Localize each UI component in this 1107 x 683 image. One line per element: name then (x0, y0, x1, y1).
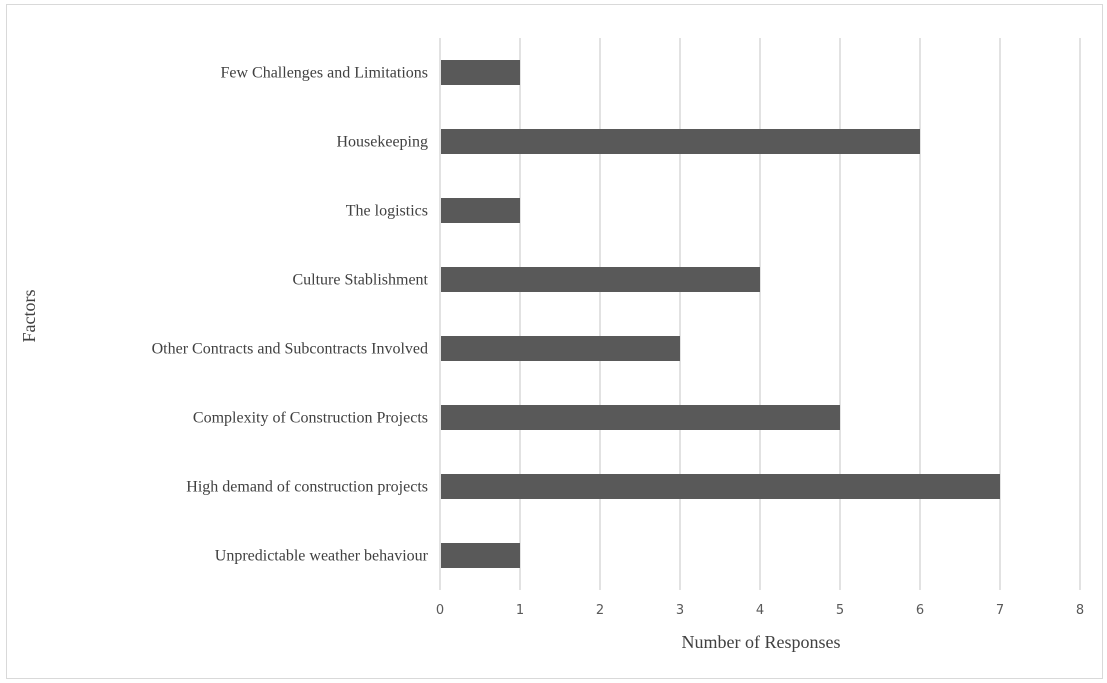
bar (441, 60, 520, 85)
bar (441, 129, 920, 154)
bar (441, 543, 520, 568)
bar (441, 198, 520, 223)
x-tick-labels: 0 1 2 3 4 5 6 7 8 (436, 603, 1084, 618)
bar (441, 474, 1000, 499)
y-axis-title: Factors (19, 290, 39, 343)
category-label: Complexity of Construction Projects (193, 410, 428, 427)
bar (441, 267, 760, 292)
x-tick-label: 1 (516, 603, 524, 618)
category-label: Unpredictable weather behaviour (215, 548, 429, 565)
x-tick-label: 6 (916, 603, 924, 618)
x-tick-label: 3 (676, 603, 684, 618)
category-label: Culture Stablishment (292, 272, 428, 289)
category-label: Other Contracts and Subcontracts Involve… (152, 341, 428, 358)
gridlines (439, 38, 1081, 590)
x-tick-label: 2 (596, 603, 604, 618)
category-label: High demand of construction projects (186, 479, 428, 496)
bars (441, 60, 1000, 568)
x-tick-label: 7 (996, 603, 1004, 618)
x-tick-label: 8 (1076, 603, 1084, 618)
bar (441, 336, 680, 361)
category-label: Housekeeping (336, 134, 428, 151)
category-label: Few Challenges and Limitations (220, 65, 428, 82)
x-tick-label: 4 (756, 603, 764, 618)
category-label: The logistics (346, 203, 428, 220)
x-tick-label: 0 (436, 603, 444, 618)
x-tick-label: 5 (836, 603, 844, 618)
category-labels: Unpredictable weather behaviour High dema… (152, 65, 429, 565)
x-axis-title: Number of Responses (682, 632, 841, 652)
bar (441, 405, 840, 430)
